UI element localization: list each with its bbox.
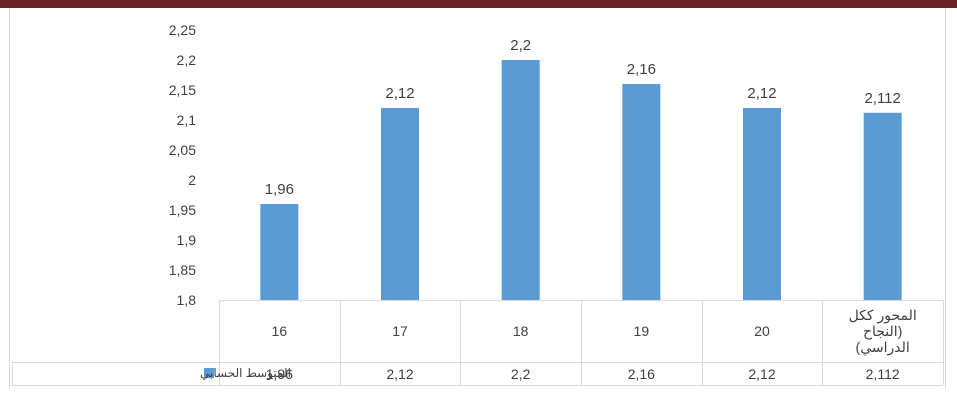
data-label: 1,96: [265, 181, 294, 198]
y-tick-label: 1,95: [169, 202, 196, 218]
data-table-values: 1,96 2,12 2,2 2,16 2,12 2,112: [266, 366, 900, 382]
data-label: 2,12: [385, 85, 414, 102]
category-label: 18: [513, 323, 529, 339]
category-label: 17: [392, 323, 408, 339]
y-tick-label: 2,15: [169, 82, 196, 98]
data-table-grid: [12, 300, 944, 386]
legend-key: [204, 368, 214, 378]
y-tick-label: 1,8: [177, 292, 197, 308]
category-labels: 16 17 18 19 20 المحور ككل (النجاح الدراسي): [272, 307, 917, 356]
bar: [381, 108, 419, 300]
table-value-cell: 2,12: [386, 366, 413, 382]
y-tick-label: 1,85: [169, 262, 196, 278]
y-tick-label: 1,9: [177, 232, 197, 248]
y-tick-label: 2,2: [177, 52, 197, 68]
data-label: 2,112: [864, 90, 900, 107]
category-label: 16: [272, 323, 288, 339]
table-value-cell: 2,112: [866, 366, 900, 382]
data-label: 2,12: [747, 85, 776, 102]
bar-series: [260, 60, 902, 300]
y-tick-label: 2,25: [169, 22, 196, 38]
category-label: 19: [634, 323, 650, 339]
table-value-cell: 2,16: [628, 366, 655, 382]
bar: [863, 112, 902, 300]
y-tick-label: 2: [188, 172, 196, 188]
bar: [743, 108, 781, 300]
legend: المتوسط الحسابي: [200, 366, 291, 381]
y-axis-tick-labels: 1,8 1,85 1,9 1,95 2 2,05 2,1 2,15 2,2 2,25: [169, 22, 196, 308]
data-labels: 1,96 2,12 2,2 2,16 2,12 2,112: [265, 37, 901, 198]
table-value-cell: 2,2: [511, 366, 531, 382]
data-label: 2,16: [627, 61, 656, 78]
category-label: 20: [754, 323, 770, 339]
bar: [260, 204, 299, 300]
data-label: 2,2: [510, 37, 531, 54]
bar: [501, 60, 540, 300]
y-tick-label: 2,05: [169, 142, 196, 158]
y-tick-label: 2,1: [177, 112, 197, 128]
top-band: [0, 0, 957, 8]
legend-label: المتوسط الحسابي: [200, 366, 291, 381]
category-label: المحور ككل (النجاح الدراسي): [849, 307, 917, 356]
bar: [622, 84, 661, 300]
table-value-cell: 2,12: [748, 366, 775, 382]
table-value-cell: 1,96: [266, 366, 293, 382]
